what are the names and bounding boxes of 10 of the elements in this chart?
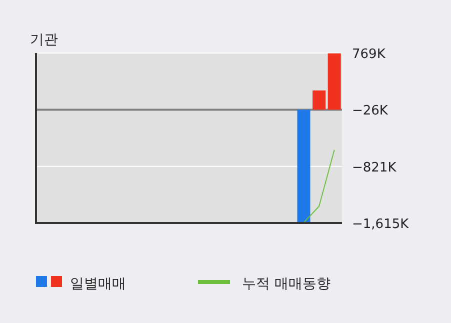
y-tick-label: −1,615K [352,217,410,232]
legend-label: 누적 매매동향 [242,276,330,292]
bar [312,90,326,110]
bar [297,110,310,224]
y-tick-label: −26K [352,104,388,119]
chart-title: 기관 [30,32,58,48]
y-tick-label: −821K [352,160,397,176]
legend-label: 일별매매 [70,276,126,292]
y-tick-label: 769K [352,47,386,62]
bar [328,53,341,110]
